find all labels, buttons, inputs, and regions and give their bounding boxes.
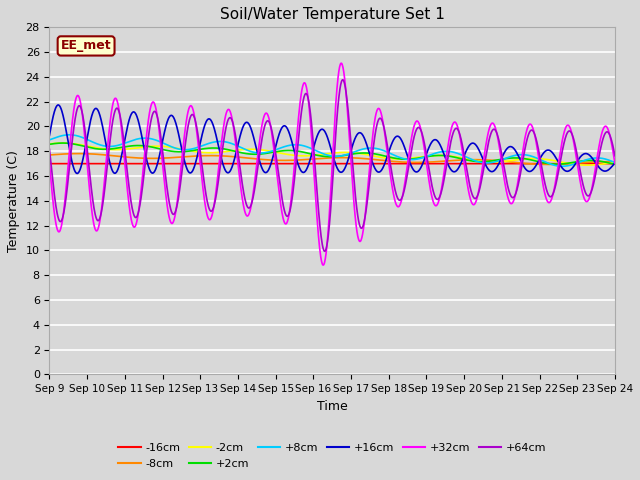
X-axis label: Time: Time (317, 400, 348, 413)
Legend: -16cm, -8cm, -2cm, +2cm, +8cm, +16cm, +32cm, +64cm: -16cm, -8cm, -2cm, +2cm, +8cm, +16cm, +3… (114, 439, 550, 473)
Y-axis label: Temperature (C): Temperature (C) (7, 150, 20, 252)
Text: EE_met: EE_met (61, 39, 111, 52)
Title: Soil/Water Temperature Set 1: Soil/Water Temperature Set 1 (220, 7, 445, 22)
